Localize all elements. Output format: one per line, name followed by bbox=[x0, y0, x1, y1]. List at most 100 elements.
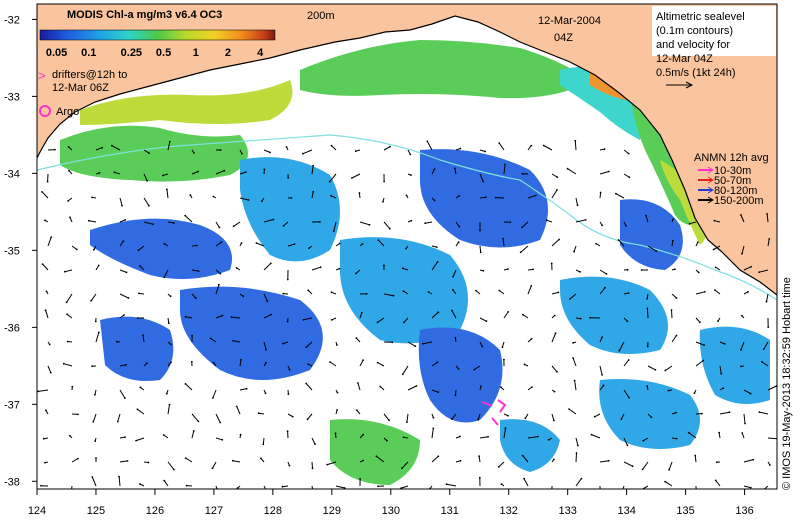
velocity-arrow-head bbox=[627, 359, 630, 361]
velocity-arrow-head bbox=[522, 313, 524, 316]
velocity-arrow-head bbox=[454, 394, 457, 397]
velocity-arrow-head bbox=[240, 242, 243, 245]
velocity-arrow-head bbox=[361, 243, 364, 245]
altimetry-line-4: 12-Mar 04Z bbox=[656, 53, 713, 65]
velocity-arrow bbox=[71, 485, 73, 489]
velocity-arrow-head bbox=[445, 483, 448, 486]
y-tick-label: -34 bbox=[4, 168, 20, 180]
velocity-arrow bbox=[575, 478, 582, 487]
velocity-arrow-head bbox=[580, 477, 583, 480]
velocity-arrow bbox=[63, 363, 73, 367]
velocity-arrow bbox=[623, 389, 630, 398]
velocity-arrow-head bbox=[626, 444, 629, 447]
velocity-arrow-head bbox=[703, 344, 705, 346]
velocity-arrow-head bbox=[362, 459, 364, 462]
velocity-arrow-head bbox=[170, 343, 172, 346]
velocity-arrow-head bbox=[392, 294, 395, 297]
velocity-arrow-head bbox=[620, 493, 622, 495]
velocity-arrow bbox=[503, 428, 506, 439]
velocity-arrow-head bbox=[308, 247, 310, 250]
velocity-arrow bbox=[766, 293, 769, 302]
x-axis: 124 125 126 127 128 129 130 131 132 133 134 135 136 bbox=[28, 489, 754, 517]
velocity-arrow bbox=[378, 239, 385, 247]
velocity-arrow-head bbox=[282, 342, 284, 345]
velocity-arrow-head bbox=[240, 358, 242, 361]
x-tick-label: 125 bbox=[87, 505, 105, 517]
velocity-arrow-head bbox=[551, 493, 553, 495]
velocity-arrow bbox=[452, 269, 457, 277]
velocity-arrow bbox=[95, 332, 100, 343]
velocity-arrow-head bbox=[575, 452, 578, 454]
velocity-arrow-head bbox=[507, 268, 509, 270]
velocity-arrow bbox=[498, 461, 505, 468]
velocity-arrow-head bbox=[230, 316, 233, 318]
velocity-arrow-head bbox=[121, 204, 123, 207]
velocity-arrow bbox=[498, 142, 505, 151]
velocity-arrow-head bbox=[354, 150, 357, 153]
velocity-arrow bbox=[303, 317, 313, 321]
velocity-arrow-head bbox=[148, 204, 150, 207]
velocity-arrow-head bbox=[401, 467, 403, 470]
velocity-arrow-head bbox=[211, 467, 214, 470]
velocity-arrow bbox=[446, 483, 457, 487]
drifters-label-line1: drifters@12h to bbox=[52, 69, 127, 81]
velocity-arrow-head bbox=[524, 417, 527, 420]
velocity-arrow-head bbox=[362, 359, 364, 362]
velocity-arrow bbox=[401, 485, 409, 489]
velocity-arrow-head bbox=[313, 494, 315, 496]
velocity-arrow-head bbox=[332, 230, 335, 233]
velocity-arrow-head bbox=[69, 216, 71, 219]
velocity-arrow-head bbox=[94, 440, 97, 442]
velocity-arrow bbox=[402, 365, 409, 375]
velocity-arrow-head bbox=[519, 251, 522, 254]
velocity-arrow-head bbox=[162, 174, 164, 177]
velocity-arrow-head bbox=[654, 368, 657, 371]
isobath-200m bbox=[37, 134, 777, 301]
velocity-arrow-head bbox=[523, 363, 526, 366]
velocity-arrow-head bbox=[221, 314, 224, 317]
velocity-arrow-head bbox=[722, 387, 725, 389]
velocity-arrow bbox=[66, 293, 73, 303]
velocity-arrow-head bbox=[334, 432, 337, 435]
velocity-arrow bbox=[139, 265, 145, 271]
velocity-arrow-head bbox=[336, 391, 339, 394]
velocity-arrow bbox=[311, 461, 313, 469]
velocity-arrow-head bbox=[436, 261, 439, 263]
velocity-arrow bbox=[623, 173, 630, 178]
velocity-arrow bbox=[479, 245, 482, 253]
velocity-arrow-head bbox=[67, 146, 70, 148]
velocity-arrow-head bbox=[44, 461, 46, 464]
velocity-arrow-head bbox=[573, 379, 576, 382]
argo-label: Argo bbox=[56, 106, 79, 118]
velocity-arrow-head bbox=[498, 289, 501, 292]
velocity-arrow-head bbox=[568, 408, 570, 410]
velocity-arrow bbox=[665, 365, 673, 371]
velocity-arrow-head bbox=[97, 264, 100, 267]
velocity-arrow bbox=[551, 291, 559, 295]
velocity-arrow-head bbox=[702, 359, 705, 362]
colorbar-tick-label: 0.1 bbox=[81, 47, 96, 59]
anmn-item-label: 150-200m bbox=[714, 195, 764, 207]
velocity-arrow-head bbox=[720, 372, 723, 375]
colorbar-tick-label: 4 bbox=[257, 47, 264, 59]
velocity-arrow bbox=[719, 365, 722, 374]
velocity-arrow-head bbox=[351, 177, 353, 179]
velocity-arrow-head bbox=[127, 297, 130, 299]
velocity-arrow bbox=[522, 455, 529, 463]
velocity-arrow-head bbox=[740, 214, 742, 216]
velocity-arrow-head bbox=[137, 249, 140, 252]
velocity-arrow-head bbox=[75, 248, 78, 251]
velocity-arrow-head bbox=[68, 169, 70, 172]
velocity-arrow-head bbox=[235, 267, 238, 269]
velocity-arrow-head bbox=[163, 276, 166, 279]
velocity-arrow-head bbox=[288, 369, 291, 371]
velocity-arrow-head bbox=[642, 439, 645, 442]
velocity-arrow-head bbox=[382, 200, 384, 203]
velocity-arrow bbox=[425, 221, 433, 224]
velocity-arrow-head bbox=[712, 248, 715, 251]
x-tick-label: 133 bbox=[558, 505, 576, 517]
velocity-arrow bbox=[503, 311, 509, 319]
velocity-arrow bbox=[740, 214, 745, 223]
velocity-arrow-head bbox=[383, 264, 385, 267]
